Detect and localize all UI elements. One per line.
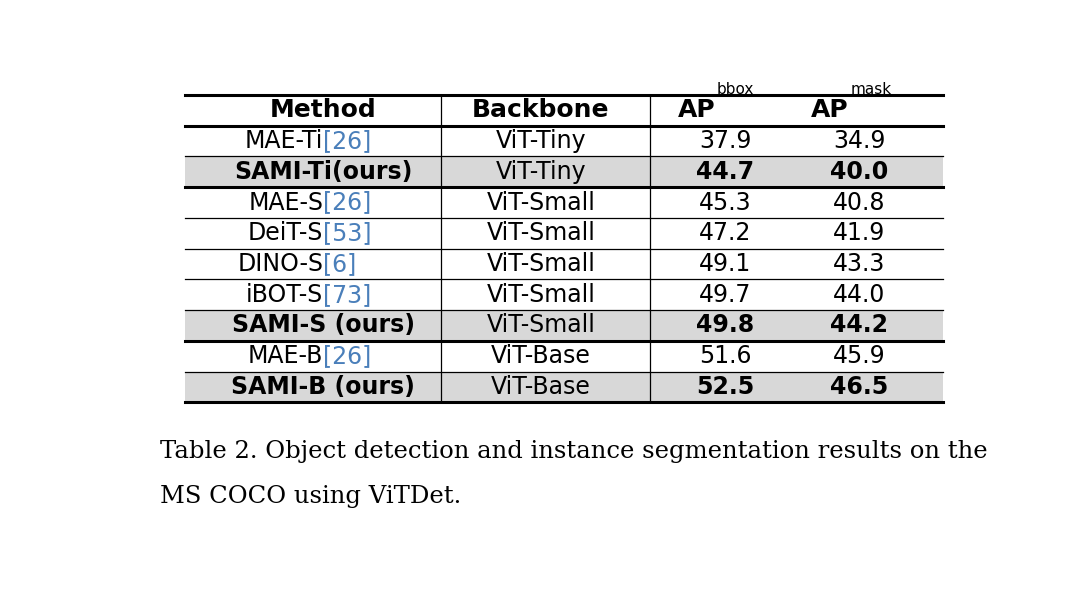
Text: [26]: [26] — [323, 190, 372, 214]
Text: MAE-Ti: MAE-Ti — [245, 129, 323, 153]
Text: [53]: [53] — [323, 221, 372, 245]
Text: mask: mask — [851, 82, 892, 97]
Text: 44.7: 44.7 — [696, 160, 754, 184]
Text: SAMI-S (ours): SAMI-S (ours) — [232, 313, 415, 338]
Text: ViT-Tiny: ViT-Tiny — [496, 129, 586, 153]
Text: ViT-Small: ViT-Small — [486, 190, 595, 214]
Text: 45.9: 45.9 — [833, 344, 886, 368]
Text: 46.5: 46.5 — [829, 375, 888, 399]
Text: 41.9: 41.9 — [833, 221, 886, 245]
Text: 49.1: 49.1 — [699, 252, 752, 276]
Text: [26]: [26] — [323, 344, 372, 368]
Text: 40.8: 40.8 — [833, 190, 886, 214]
Text: 37.9: 37.9 — [699, 129, 752, 153]
Text: AP: AP — [677, 98, 715, 122]
Text: [26]: [26] — [323, 129, 372, 153]
Text: ViT-Base: ViT-Base — [491, 375, 591, 399]
Text: SAMI-Ti(ours): SAMI-Ti(ours) — [234, 160, 413, 184]
Text: Backbone: Backbone — [472, 98, 610, 122]
Text: 47.2: 47.2 — [699, 221, 752, 245]
Text: AP: AP — [811, 98, 849, 122]
Text: [73]: [73] — [323, 282, 372, 307]
Text: ViT-Small: ViT-Small — [486, 221, 595, 245]
Text: ViT-Small: ViT-Small — [486, 313, 595, 338]
Text: Table 2. Object detection and instance segmentation results on the: Table 2. Object detection and instance s… — [160, 440, 988, 463]
Bar — [186, 310, 943, 341]
Text: 40.0: 40.0 — [829, 160, 888, 184]
Text: MS COCO using ViTDet.: MS COCO using ViTDet. — [160, 485, 461, 508]
Text: Method: Method — [270, 98, 377, 122]
Text: 44.2: 44.2 — [831, 313, 888, 338]
Text: 51.6: 51.6 — [699, 344, 752, 368]
Text: [6]: [6] — [323, 252, 356, 276]
Text: 49.7: 49.7 — [699, 282, 752, 307]
Text: 52.5: 52.5 — [696, 375, 754, 399]
Text: iBOT-S: iBOT-S — [246, 282, 323, 307]
Text: 49.8: 49.8 — [696, 313, 754, 338]
Text: 34.9: 34.9 — [833, 129, 886, 153]
Text: MAE-S: MAE-S — [248, 190, 323, 214]
Text: SAMI-B (ours): SAMI-B (ours) — [231, 375, 416, 399]
Text: ViT-Small: ViT-Small — [486, 252, 595, 276]
Bar — [186, 371, 943, 402]
Text: DeiT-S: DeiT-S — [248, 221, 323, 245]
Text: bbox: bbox — [717, 82, 754, 97]
Text: ViT-Small: ViT-Small — [486, 282, 595, 307]
Text: 44.0: 44.0 — [833, 282, 886, 307]
Text: 45.3: 45.3 — [699, 190, 752, 214]
Text: DINO-S: DINO-S — [238, 252, 323, 276]
Bar — [186, 157, 943, 187]
Text: ViT-Tiny: ViT-Tiny — [496, 160, 586, 184]
Text: ViT-Base: ViT-Base — [491, 344, 591, 368]
Text: 43.3: 43.3 — [833, 252, 886, 276]
Text: MAE-B: MAE-B — [248, 344, 323, 368]
